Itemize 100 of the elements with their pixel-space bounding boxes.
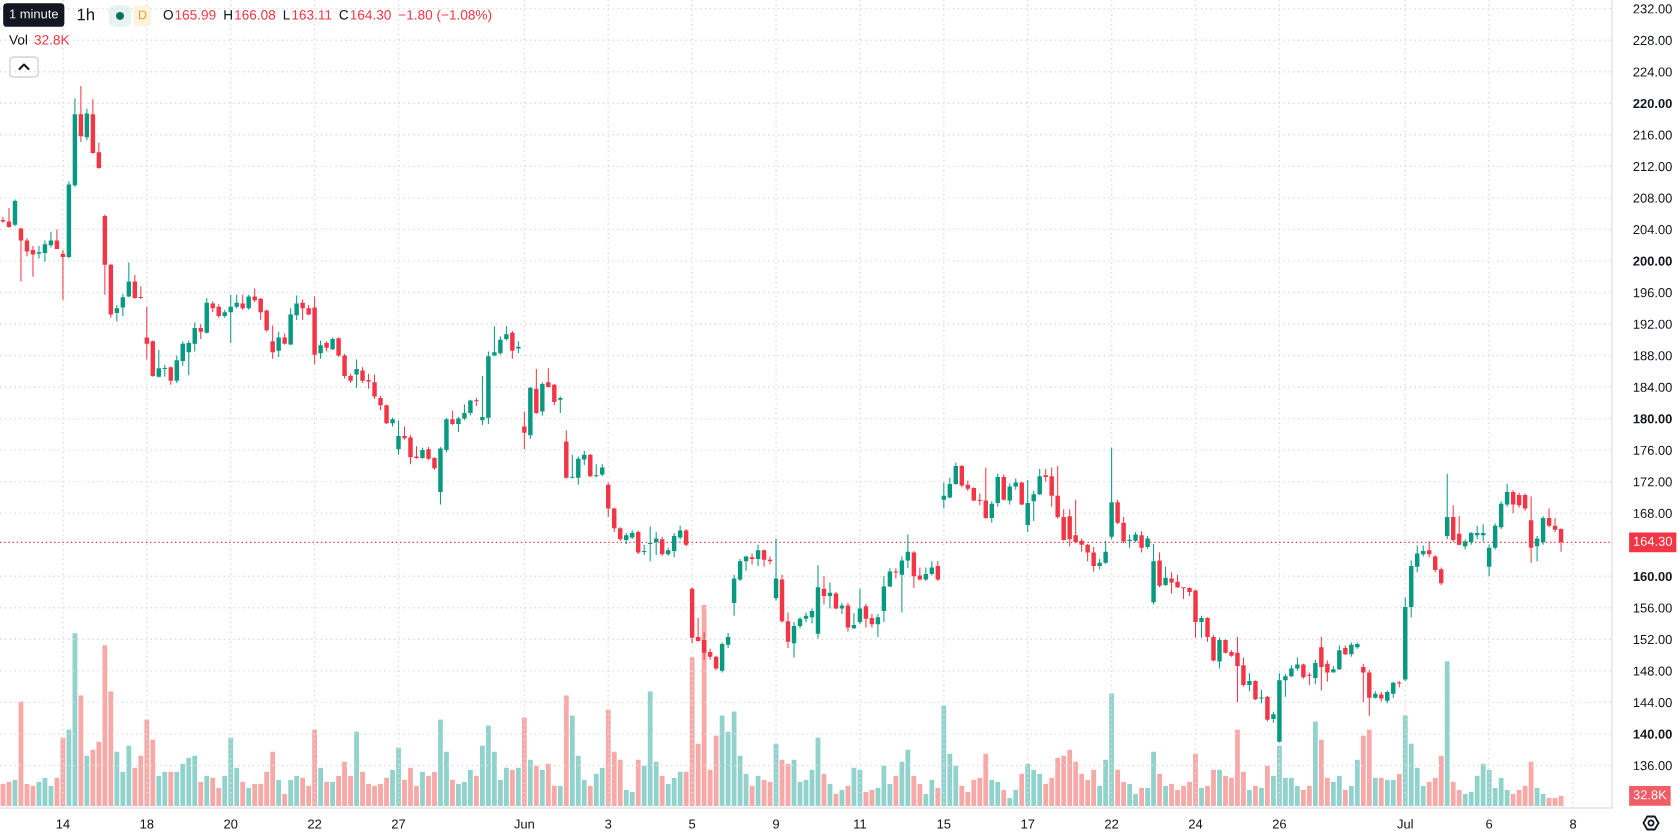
x-tick-label: Jun [514,819,534,829]
candlestick [276,331,281,358]
y-tick-label: 184.00 [1633,382,1672,392]
candlestick [1283,673,1288,697]
x-tick-label: 9 [773,819,780,829]
candlestick [372,374,377,399]
candlestick [60,249,66,301]
candlestick [893,568,899,579]
bar [563,695,569,806]
candlestick [1163,566,1168,586]
x-tick-label: 15 [937,819,951,829]
bar [587,785,593,806]
candlestick [1331,666,1336,673]
candlestick [474,398,479,406]
candlestick [390,417,395,427]
bar [1396,773,1402,806]
candlestick [1259,689,1264,704]
candlestick [324,341,329,352]
candlestick [809,608,815,624]
candlestick [330,337,335,350]
annotation: C [339,10,349,20]
candlestick [1157,552,1162,588]
candlestick [270,325,275,359]
candlestick [558,396,563,414]
candlestick [396,420,401,455]
candlestick [1313,659,1318,685]
candlestick [534,368,539,414]
annotation: 1 minute [9,8,58,19]
candlestick [402,426,407,440]
candlestick [318,340,323,359]
candlestick [240,294,245,310]
bar [515,767,521,806]
candlestick [468,399,473,416]
candlestick [540,382,545,416]
candlestick [228,294,233,343]
bar [1265,765,1270,806]
annotation: −1.80 (−1.08%) [398,9,492,23]
bar [1253,785,1258,806]
x-tick-label: 6 [1486,819,1493,829]
candlestick [504,326,509,341]
y-tick-label: 224.00 [1633,67,1672,77]
candlestick [839,603,845,615]
annotation: 163.11 [292,10,332,20]
y-tick-label: 216.00 [1633,130,1672,140]
candlestick [1247,673,1252,692]
candlestick [420,447,425,459]
candlestick [1211,635,1216,662]
bar [1247,789,1252,806]
annotation: 166.08 [235,10,276,20]
bar [240,781,246,806]
annotation: H [224,10,232,20]
y-tick-label: 160.00 [1633,571,1672,582]
candlestick [1091,547,1096,572]
y-tick-label: 148.00 [1633,666,1672,676]
annotation: L [283,10,290,20]
y-tick-label: 172.00 [1633,477,1672,487]
x-tick-label: 20 [224,819,238,829]
y-tick-label: 136.00 [1633,761,1672,771]
x-tick-label: 14 [56,819,70,829]
x-tick-label: Jul [1397,819,1413,829]
candlestick [342,353,347,379]
x-tick-label: 24 [1188,819,1203,829]
candlestick [528,387,533,440]
y-tick-label: 140.00 [1633,729,1672,739]
bar [533,765,539,806]
candlestick [1055,465,1060,519]
bar [1259,787,1264,806]
bar [1139,787,1144,806]
x-tick-label: 11 [854,819,867,829]
candlestick [1109,447,1114,540]
candlestick [1367,670,1372,716]
candlestick [1115,499,1120,525]
candlestick [246,294,251,310]
bar [893,775,899,806]
candlestick [282,333,287,345]
bar [1342,789,1348,806]
bar [318,767,323,806]
y-tick-label: 208.00 [1633,193,1672,203]
y-tick-label: 152.00 [1633,634,1672,645]
candlestick [336,337,341,358]
bar [168,771,174,806]
bar [539,769,545,806]
y-tick-label: 200.00 [1633,256,1672,266]
candlestick [594,464,599,477]
y-tick-label: 192.00 [1633,319,1672,329]
chart-title: 1h [77,8,94,21]
y-tick-label: 232.00 [1633,4,1672,14]
bar [1157,773,1162,806]
candlestick [1199,615,1204,638]
candlestick [1217,637,1222,669]
y-tick-label: 176.00 [1633,445,1672,455]
y-tick-label: 144.00 [1633,698,1672,708]
y-tick-label: 156.00 [1633,603,1672,613]
candlestick [1205,617,1210,642]
bar [1199,787,1204,806]
candlestick [348,373,353,384]
y-tick-label: 188.00 [1633,351,1672,361]
bar [354,731,359,806]
candlestick [378,395,383,410]
bar [557,785,563,806]
